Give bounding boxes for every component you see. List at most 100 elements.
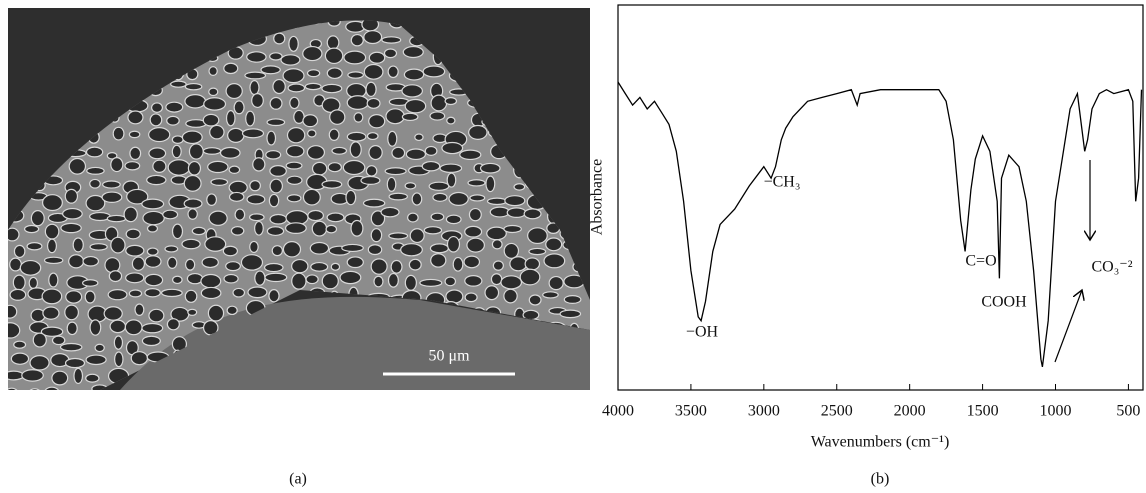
caption: (b) bbox=[871, 471, 890, 488]
pore bbox=[69, 255, 84, 268]
pore bbox=[123, 391, 140, 400]
pore bbox=[460, 150, 481, 159]
pore bbox=[465, 293, 477, 302]
pore bbox=[207, 194, 217, 205]
pore bbox=[270, 53, 282, 60]
pore bbox=[245, 72, 266, 79]
pore bbox=[560, 310, 580, 318]
pore bbox=[167, 319, 179, 330]
pore bbox=[49, 273, 58, 287]
pore bbox=[313, 162, 327, 174]
pore bbox=[364, 64, 383, 79]
pore bbox=[445, 98, 456, 105]
pore bbox=[465, 276, 482, 287]
annotation: CO₃⁻² bbox=[1091, 259, 1132, 276]
pore bbox=[331, 263, 339, 270]
pore bbox=[267, 119, 285, 126]
pore bbox=[130, 147, 141, 159]
pore bbox=[184, 176, 201, 192]
pore bbox=[203, 114, 219, 126]
x-tick-label: 4000 bbox=[602, 403, 634, 420]
pore bbox=[1, 323, 20, 338]
y-axis-label: Absorbance bbox=[589, 159, 606, 235]
pore bbox=[364, 31, 382, 44]
pore bbox=[404, 392, 419, 400]
pore bbox=[52, 371, 68, 385]
pore bbox=[205, 237, 226, 251]
pore bbox=[171, 81, 186, 87]
pore bbox=[149, 148, 166, 159]
pore bbox=[493, 261, 503, 270]
pore bbox=[86, 374, 99, 382]
pore bbox=[248, 287, 267, 298]
pore bbox=[69, 391, 77, 400]
pore bbox=[387, 177, 396, 191]
pore bbox=[255, 222, 264, 235]
pore bbox=[102, 192, 122, 202]
pore bbox=[267, 131, 276, 145]
pore bbox=[87, 167, 104, 174]
pore bbox=[415, 134, 423, 140]
pore bbox=[382, 37, 401, 43]
pore bbox=[109, 271, 121, 282]
x-tick-label: 3500 bbox=[675, 403, 707, 420]
pore bbox=[311, 263, 328, 272]
x-tick-label: 500 bbox=[1116, 403, 1140, 420]
pore bbox=[142, 324, 163, 333]
pore bbox=[266, 151, 281, 159]
pore bbox=[406, 149, 425, 159]
pore bbox=[446, 215, 461, 223]
pore bbox=[223, 246, 237, 256]
pore bbox=[364, 199, 385, 207]
pore bbox=[250, 81, 259, 95]
pore bbox=[243, 129, 264, 138]
pore bbox=[485, 286, 499, 300]
pore bbox=[90, 244, 107, 250]
pore bbox=[423, 66, 444, 77]
pore bbox=[384, 49, 396, 58]
pore bbox=[504, 289, 517, 303]
pore bbox=[464, 256, 479, 268]
pore bbox=[529, 248, 546, 254]
pore bbox=[168, 257, 177, 268]
pore bbox=[10, 258, 22, 271]
pore bbox=[327, 68, 342, 79]
pore bbox=[446, 290, 463, 303]
pore bbox=[208, 161, 228, 172]
pore bbox=[187, 274, 202, 284]
pore bbox=[402, 85, 422, 97]
pore bbox=[388, 131, 397, 146]
pore bbox=[247, 195, 265, 204]
pore bbox=[27, 243, 42, 250]
pore bbox=[272, 246, 282, 256]
pore bbox=[233, 288, 244, 297]
pore bbox=[141, 391, 161, 400]
pore bbox=[486, 176, 495, 191]
pore bbox=[325, 48, 342, 63]
pore bbox=[283, 242, 300, 257]
pore bbox=[328, 163, 341, 172]
pore bbox=[211, 179, 228, 186]
pore bbox=[209, 67, 217, 76]
pore bbox=[529, 295, 541, 305]
pore bbox=[128, 111, 143, 124]
pore bbox=[420, 279, 442, 286]
pore bbox=[172, 145, 181, 157]
pore bbox=[329, 129, 339, 140]
figure: 50 μm (a) (b) Absorbance Wavenumbers (cm… bbox=[0, 0, 1146, 493]
pore bbox=[403, 47, 423, 58]
pore bbox=[327, 36, 339, 49]
pore bbox=[100, 389, 121, 399]
pore bbox=[286, 223, 307, 234]
pore bbox=[114, 336, 122, 349]
annotation: C=O bbox=[965, 253, 996, 270]
pore bbox=[354, 113, 363, 122]
pore bbox=[145, 256, 161, 267]
sem-image: 50 μm bbox=[1, 8, 591, 404]
pore bbox=[149, 309, 164, 322]
pore bbox=[388, 66, 398, 77]
pore bbox=[422, 162, 439, 171]
pore bbox=[224, 63, 238, 73]
pore bbox=[546, 238, 562, 251]
pore bbox=[288, 84, 304, 92]
